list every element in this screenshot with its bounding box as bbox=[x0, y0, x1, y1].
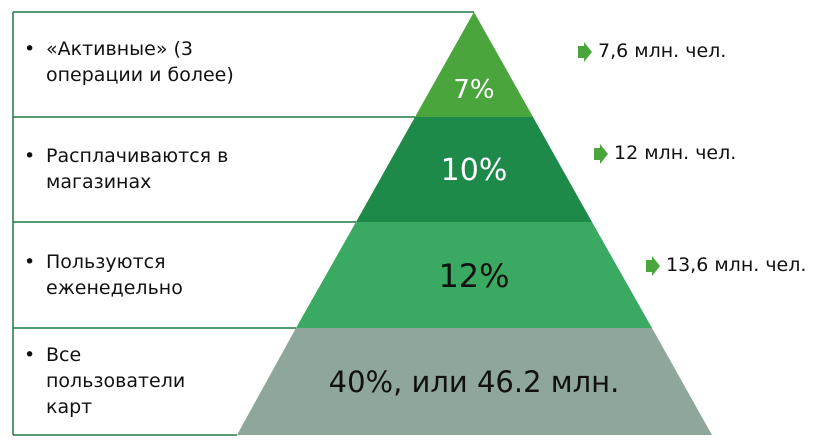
row-borders bbox=[12, 11, 474, 436]
level-1 bbox=[415, 12, 533, 117]
level-note: 13,6 млн. чел. bbox=[666, 254, 807, 276]
level-label: Пользуются еженедельно bbox=[46, 251, 183, 299]
arrow-icons bbox=[578, 42, 660, 276]
level-value: 40%, или 46.2 млн. bbox=[329, 365, 620, 399]
level-4 bbox=[237, 328, 712, 435]
level-label: Расплачиваются в магазинах bbox=[46, 145, 229, 193]
level-value: 10% bbox=[441, 153, 508, 188]
level-value: 12% bbox=[438, 257, 509, 295]
level-label-row: • Пользуются еженедельно bbox=[24, 249, 276, 301]
level-label-row: • Расплачиваются в магазинах bbox=[24, 143, 276, 195]
level-label: «Активные» (3 операции и более) bbox=[46, 38, 234, 86]
level-2 bbox=[356, 117, 592, 222]
level-note: 7,6 млн. чел. bbox=[598, 40, 727, 62]
level-label-row: • «Активные» (3 операции и более) bbox=[24, 36, 276, 88]
level-value: 7% bbox=[453, 75, 494, 105]
level-label-row: • Все пользователи карт bbox=[24, 342, 206, 420]
level-3 bbox=[296, 222, 652, 328]
level-note: 12 млн. чел. bbox=[614, 142, 737, 164]
level-label: Все пользователи карт bbox=[46, 344, 186, 418]
